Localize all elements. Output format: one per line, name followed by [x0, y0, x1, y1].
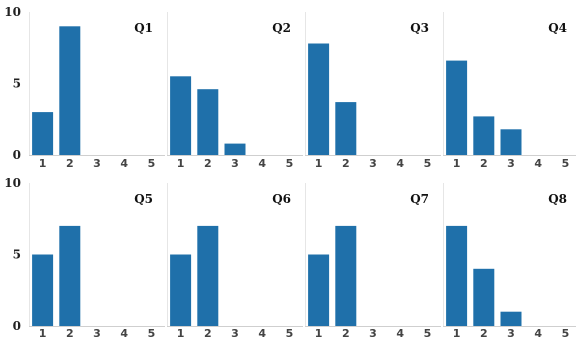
y-tick-label: 0 — [13, 148, 21, 162]
x-tick-label: 2 — [204, 327, 212, 340]
x-tick-label: 1 — [453, 157, 461, 170]
panel-q5: 1 2 3 4 5 Q5 — [29, 183, 165, 340]
bar — [473, 268, 495, 326]
x-tick-label: 4 — [258, 327, 266, 340]
bar — [224, 143, 246, 155]
bar — [500, 129, 522, 155]
bar — [197, 225, 219, 326]
x-tick-label: 1 — [39, 327, 47, 340]
bar — [32, 254, 54, 326]
x-tick-label: 3 — [507, 157, 515, 170]
x-tick-label: 4 — [120, 327, 128, 340]
x-tick-label: 3 — [507, 327, 515, 340]
x-tick-label: 4 — [120, 157, 128, 170]
bar — [170, 76, 192, 155]
x-tick-label: 2 — [342, 157, 350, 170]
x-tick-label: 3 — [231, 157, 239, 170]
panel-q3: 1 2 3 4 5 Q3 — [305, 12, 441, 170]
bar — [170, 254, 192, 326]
bar — [446, 225, 468, 326]
y-tick-label: 5 — [13, 77, 21, 91]
x-tick-label: 1 — [315, 157, 323, 170]
panel-title: Q6 — [272, 192, 291, 206]
x-tick-label: 2 — [480, 157, 488, 170]
x-tick-label: 1 — [39, 157, 47, 170]
x-tick-label: 3 — [93, 327, 101, 340]
x-tick-label: 1 — [177, 327, 185, 340]
bar — [500, 311, 522, 326]
x-tick-label: 5 — [562, 157, 570, 170]
panel-q4: 1 2 3 4 5 Q4 — [443, 12, 576, 170]
x-tick-label: 4 — [258, 157, 266, 170]
bar — [446, 60, 468, 155]
y-tick-label: 10 — [4, 5, 21, 19]
x-tick-label: 2 — [480, 327, 488, 340]
y-tick-label: 5 — [13, 248, 21, 262]
y-tick-label: 10 — [4, 176, 21, 190]
bar — [59, 225, 81, 326]
x-tick-label: 5 — [148, 157, 156, 170]
x-tick-label: 5 — [562, 327, 570, 340]
panel-title: Q3 — [410, 21, 429, 35]
x-tick-label: 3 — [369, 157, 377, 170]
panel-title: Q5 — [134, 192, 153, 206]
x-tick-label: 4 — [396, 157, 404, 170]
x-tick-label: 3 — [231, 327, 239, 340]
x-tick-label: 5 — [424, 327, 432, 340]
bar — [32, 112, 54, 155]
x-tick-label: 1 — [315, 327, 323, 340]
bar — [335, 102, 357, 155]
x-tick-label: 2 — [66, 327, 74, 340]
y-tick-label: 0 — [13, 319, 21, 333]
bar — [473, 116, 495, 155]
panel-q2: 1 2 3 4 5 Q2 — [167, 12, 303, 170]
bar — [308, 43, 330, 155]
x-tick-label: 2 — [204, 157, 212, 170]
x-tick-label: 3 — [369, 327, 377, 340]
bar — [308, 254, 330, 326]
panel-q6: 1 2 3 4 5 Q6 — [167, 183, 303, 340]
bar — [197, 89, 219, 155]
x-tick-label: 5 — [286, 157, 294, 170]
panel-q8: 1 2 3 4 5 Q8 — [443, 183, 576, 340]
x-tick-label: 3 — [93, 157, 101, 170]
panel-title: Q7 — [410, 192, 429, 206]
panel-q7: 1 2 3 4 5 Q7 — [305, 183, 441, 340]
bar — [335, 225, 357, 326]
panel-title: Q1 — [134, 21, 153, 35]
x-tick-label: 1 — [453, 327, 461, 340]
panel-title: Q8 — [548, 192, 567, 206]
panel-title: Q4 — [548, 21, 567, 35]
x-tick-label: 1 — [177, 157, 185, 170]
x-tick-label: 5 — [424, 157, 432, 170]
bar — [59, 26, 81, 155]
x-tick-label: 2 — [66, 157, 74, 170]
x-tick-label: 4 — [396, 327, 404, 340]
panel-q1: 1 2 3 4 5 Q1 — [29, 12, 165, 170]
x-tick-label: 5 — [286, 327, 294, 340]
x-tick-label: 4 — [534, 157, 542, 170]
x-tick-label: 5 — [148, 327, 156, 340]
panel-title: Q2 — [272, 21, 291, 35]
x-tick-label: 2 — [342, 327, 350, 340]
x-tick-label: 4 — [534, 327, 542, 340]
